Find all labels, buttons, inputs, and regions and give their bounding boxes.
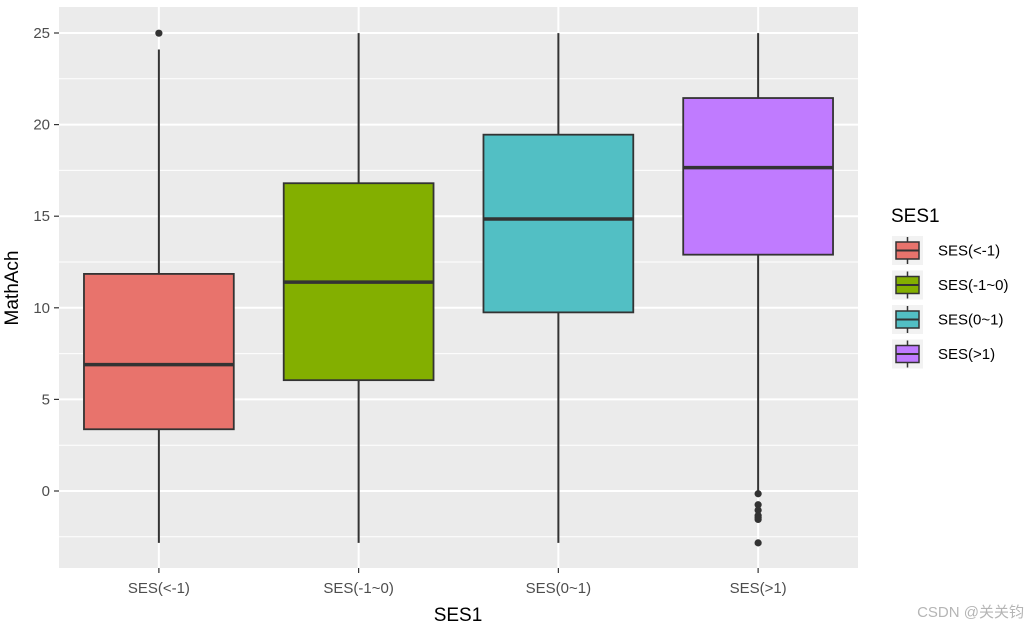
box-2	[282, 33, 435, 543]
outlier-point	[754, 506, 762, 514]
x-tick-label: SES(0~1)	[526, 580, 591, 597]
x-axis: SES(<-1) SES(-1~0) SES(0~1) SES(>1)	[128, 568, 787, 597]
x-tick-label: SES(<-1)	[128, 580, 190, 597]
outlier-point	[155, 29, 163, 37]
x-tick-label: SES(>1)	[730, 580, 787, 597]
legend-label: SES(<-1)	[938, 243, 1000, 260]
legend-item-1: SES(<-1)	[892, 236, 1000, 265]
legend-item-3: SES(0~1)	[892, 305, 1003, 334]
y-tick-label: 5	[42, 391, 50, 408]
outlier-point	[754, 490, 762, 498]
y-axis-title: MathAch	[2, 251, 23, 326]
legend: SES1 SES(<-1) SES(-1~0) SES(0~1) SES(>1)	[891, 206, 1008, 369]
y-tick-label: 20	[33, 117, 50, 134]
legend-label: SES(0~1)	[938, 312, 1003, 329]
outlier-point	[754, 515, 762, 523]
y-tick-label: 25	[33, 25, 50, 42]
outlier-point	[754, 539, 762, 547]
y-tick-label: 15	[33, 208, 50, 225]
legend-label: SES(>1)	[938, 346, 995, 363]
box-body	[83, 273, 235, 431]
x-tick-label: SES(-1~0)	[323, 580, 393, 597]
x-axis-title: SES1	[434, 605, 483, 626]
box-body	[682, 97, 834, 256]
y-tick-label: 10	[33, 300, 50, 317]
box-body	[482, 133, 635, 314]
watermark: CSDN @关关钧	[917, 604, 1024, 621]
box-4	[682, 33, 834, 547]
y-tick-label: 0	[42, 483, 50, 500]
legend-item-4: SES(>1)	[892, 339, 995, 369]
y-axis: 0 5 10 15 20 25	[33, 25, 59, 500]
outlier-point	[754, 501, 762, 509]
box-group	[83, 29, 834, 547]
legend-item-2: SES(-1~0)	[892, 270, 1008, 300]
legend-label: SES(-1~0)	[938, 277, 1008, 294]
legend-title: SES1	[891, 206, 940, 227]
box-1	[83, 29, 235, 543]
box-3	[482, 33, 635, 543]
